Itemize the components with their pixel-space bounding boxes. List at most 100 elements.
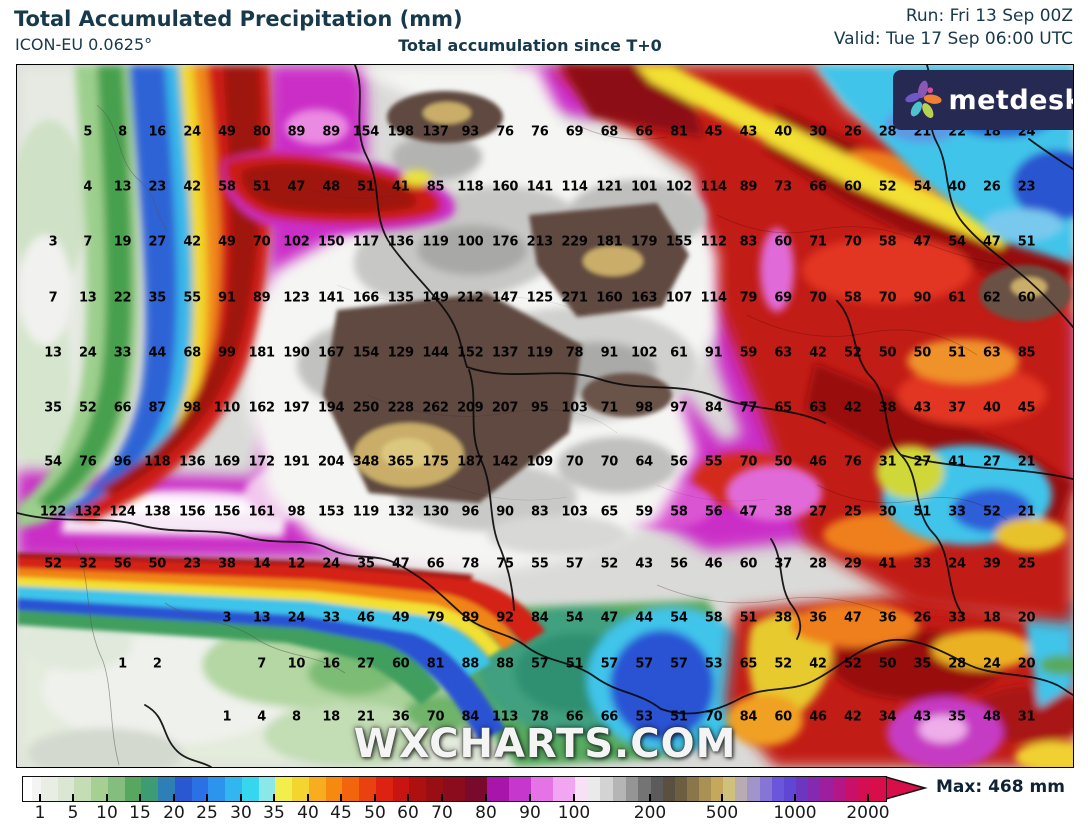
- precip-value: 26: [843, 124, 862, 140]
- precip-value: 33: [948, 610, 966, 626]
- legend-color-segment: [41, 777, 59, 801]
- precip-value: 80: [252, 124, 271, 140]
- legend-tick-label: 500: [705, 803, 739, 823]
- legend-color-segment: [820, 777, 834, 801]
- legend-color-segment: [613, 777, 627, 801]
- precip-value: 172: [248, 454, 275, 470]
- precip-value: 73: [774, 179, 792, 195]
- precip-value: 57: [670, 656, 688, 672]
- precip-value: 60: [843, 179, 862, 195]
- legend-tick-label: 20: [163, 803, 185, 823]
- precip-value: 47: [287, 179, 306, 195]
- watermark: WXCHARTS.COM: [353, 721, 737, 767]
- precip-value: 18: [983, 610, 1001, 626]
- precip-value: 16: [148, 124, 167, 140]
- precip-value: 76: [496, 124, 514, 140]
- precip-value: 84: [461, 709, 479, 725]
- metdesk-logo: metdesk: [893, 70, 1073, 130]
- precip-value: 47: [983, 234, 1001, 250]
- precip-value: 71: [809, 234, 827, 250]
- legend-color-segment: [723, 777, 736, 801]
- precip-value: 49: [391, 610, 410, 626]
- precip-value: 84: [531, 610, 549, 626]
- precip-value: 213: [526, 234, 554, 250]
- legend-color-segment: [409, 777, 427, 801]
- legend-color-segment: [844, 777, 858, 801]
- precip-value: 144: [422, 345, 449, 361]
- legend-tick-mark: [240, 794, 242, 802]
- legend-color-segment: [783, 777, 797, 801]
- precip-value: 78: [461, 556, 479, 572]
- precip-value: 63: [774, 345, 792, 361]
- precip-value: 56: [113, 556, 132, 572]
- precip-value: 3: [48, 234, 58, 250]
- precip-value: 348: [352, 454, 380, 470]
- precip-value: 66: [113, 400, 132, 416]
- legend-color-segment: [531, 777, 554, 801]
- run-timestamp: Run: Fri 13 Sep 00Z: [905, 6, 1073, 26]
- precip-value: 32: [79, 556, 97, 572]
- precip-value: 114: [700, 290, 728, 306]
- precip-value: 152: [457, 345, 484, 361]
- legend-color-segment: [856, 777, 870, 801]
- precip-value: 37: [948, 400, 966, 416]
- legend-tick-mark: [106, 794, 108, 802]
- precip-value: 28: [878, 124, 897, 140]
- precip-value: 76: [79, 454, 97, 470]
- precip-value: 119: [422, 234, 449, 250]
- precip-value: 68: [183, 345, 201, 361]
- precip-value: 137: [491, 345, 519, 361]
- legend-color-segment: [687, 777, 700, 801]
- precip-grid: 5 8 16 24 49 80 89 89 154 198 137 93 76 76 69 68 66 81 45 4…: [17, 65, 1073, 767]
- precip-value: 38: [774, 504, 792, 520]
- legend-tick-label: 25: [196, 803, 218, 823]
- precip-value: 46: [357, 610, 375, 626]
- precip-value: 122: [39, 504, 67, 520]
- legend-tick-mark: [139, 794, 141, 802]
- legend-tick-label: 2000: [846, 803, 890, 823]
- precip-value: 37: [774, 556, 792, 572]
- precip-value: 35: [948, 709, 966, 725]
- precip-value: 47: [913, 234, 932, 250]
- precip-value: 24: [79, 345, 97, 361]
- precip-value: 70: [739, 454, 758, 470]
- precip-value: 81: [670, 124, 688, 140]
- precip-value: 45: [1017, 400, 1036, 416]
- precip-value: 12: [287, 556, 306, 572]
- precip-value: 52: [44, 556, 62, 572]
- precip-value: 27: [983, 454, 1001, 470]
- precip-value: 55: [704, 454, 723, 470]
- precip-value: 23: [148, 179, 167, 195]
- precip-value: 66: [809, 179, 827, 195]
- precip-value: 60: [774, 709, 792, 725]
- precip-value: 78: [565, 345, 584, 361]
- metdesk-flower-icon: [905, 80, 942, 118]
- precip-value: 155: [665, 234, 693, 250]
- precip-value: 49: [218, 124, 236, 140]
- precip-value: 28: [809, 556, 827, 572]
- legend-color-segment: [191, 777, 209, 801]
- precip-value: 44: [148, 345, 167, 361]
- precip-value: 40: [948, 179, 966, 195]
- precip-value: 51: [948, 345, 966, 361]
- legend-color-segment: [175, 777, 193, 801]
- precip-value: 40: [983, 400, 1001, 416]
- legend-color-segment: [575, 777, 589, 801]
- legend-color-segment: [258, 777, 276, 801]
- accumulation-subtitle: Total accumulation since T+0: [398, 36, 662, 55]
- legend-color-segment: [23, 777, 33, 801]
- precip-value: 24: [183, 124, 201, 140]
- legend-tick-mark: [573, 794, 575, 802]
- precip-value: 212: [457, 290, 484, 306]
- precip-value: 60: [391, 656, 410, 672]
- precip-value: 51: [1017, 234, 1036, 250]
- precip-value: 50: [878, 656, 897, 672]
- precip-value: 132: [74, 504, 102, 520]
- precip-value: 61: [948, 290, 966, 306]
- precip-value: 59: [739, 345, 758, 361]
- legend-tick-mark: [374, 794, 376, 802]
- precip-value: 98: [635, 400, 653, 416]
- precip-value: 114: [561, 179, 588, 195]
- precip-value: 107: [665, 290, 693, 306]
- legend-color-segment: [91, 777, 109, 801]
